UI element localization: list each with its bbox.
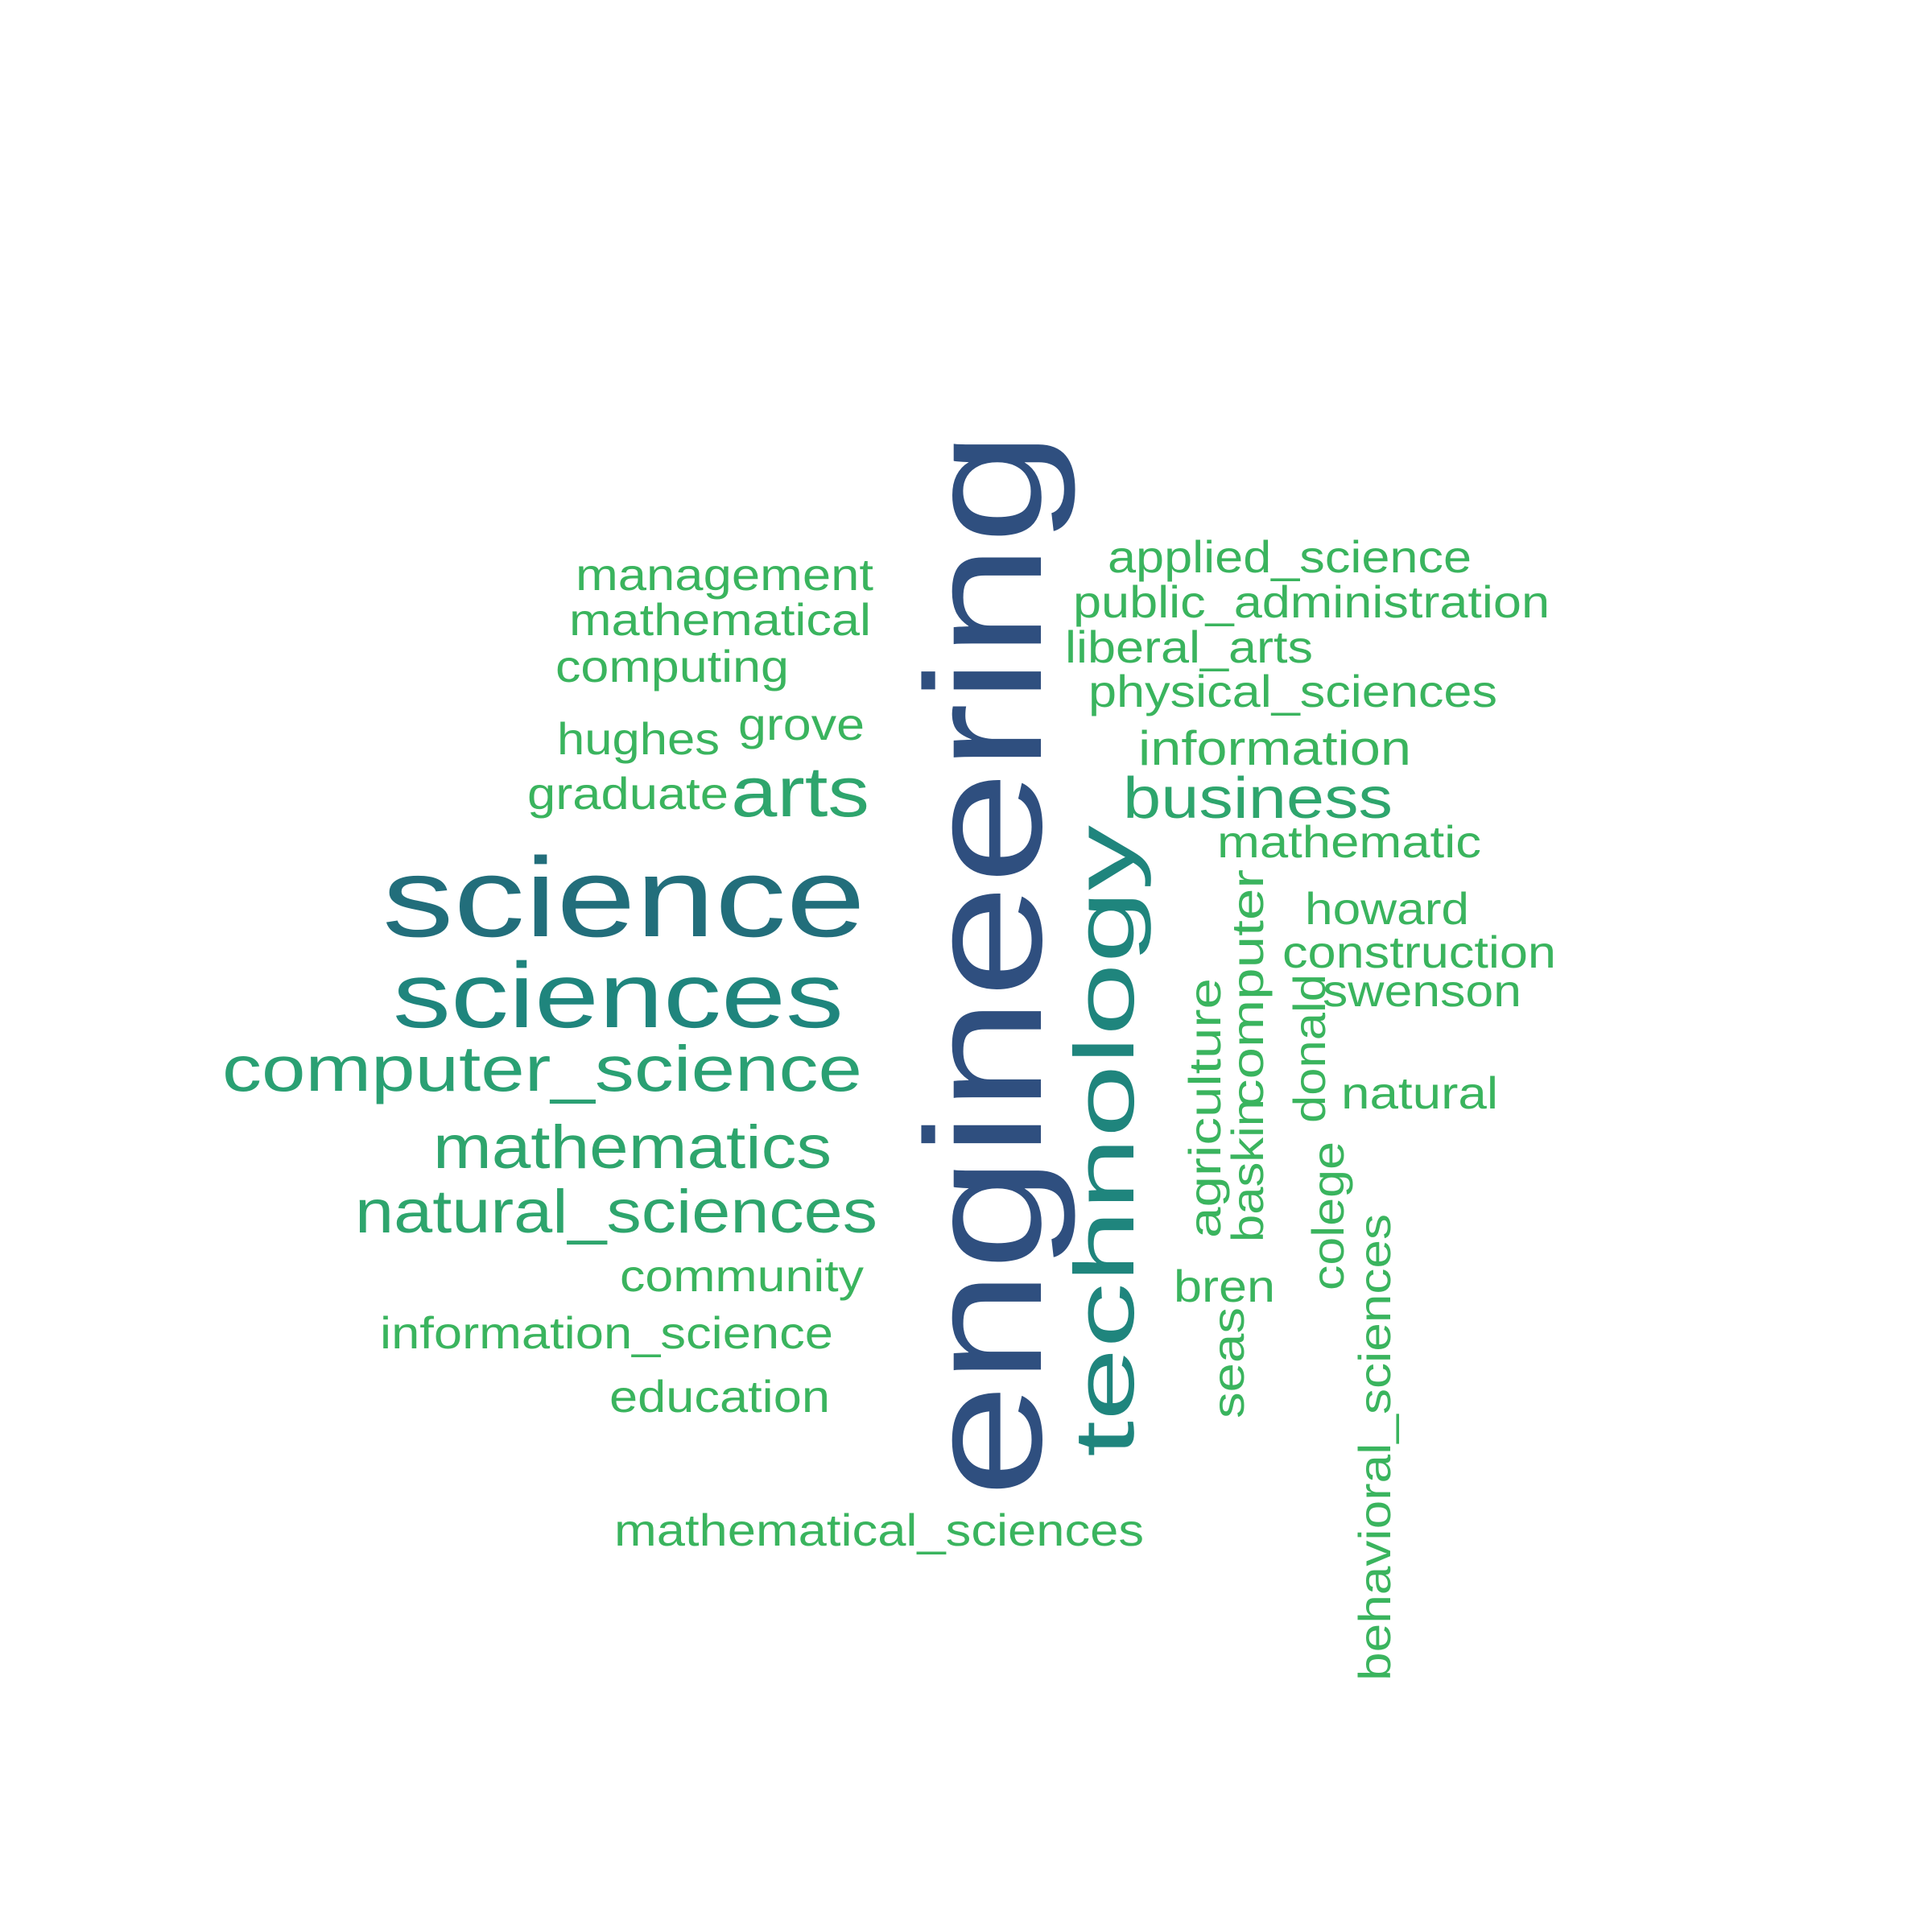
word-computing: computing [555,641,789,691]
word-swenson: swenson [1323,965,1521,1016]
word-information: information [1138,721,1411,775]
word-bren: bren [1174,1261,1275,1311]
word-arts: arts [731,752,869,832]
word-howard: howard [1305,883,1469,934]
word-mathematical: mathematical [569,594,871,645]
word-seas: seas [1203,1307,1253,1418]
word-mathematical-sciences: mathematical_sciences [614,1505,1144,1555]
word-colege: colege [1302,1141,1353,1290]
word-technology: technology [1058,825,1152,1457]
word-liberal-arts: liberal_arts [1065,621,1313,672]
word-science: science [382,834,865,960]
word-engineering: engineering [892,431,1076,1497]
word-hughes: hughes [557,713,720,764]
word-sciences: sciences [393,944,844,1047]
word-public-administration: public_administration [1073,576,1550,627]
word-natural: natural [1341,1067,1498,1118]
word-applied-science: applied_science [1108,531,1472,582]
word-management: management [576,549,873,600]
word-grove: grove [738,699,865,749]
word-community: community [620,1250,864,1301]
word-natural-sciences: natural_sciences [355,1178,877,1246]
word-business: business [1123,766,1393,831]
word-physical-sciences: physical_sciences [1088,666,1497,716]
word-graduate: graduate [527,768,729,819]
word-mathematics: mathematics [433,1113,832,1182]
word-baskin: baskin [1222,1099,1273,1242]
word-computer: computer [1222,869,1273,1108]
word-construction: construction [1282,927,1556,977]
word-education: education [609,1371,830,1422]
word-information-science: information_science [380,1307,833,1358]
word-agriculture: agriculture [1179,978,1230,1238]
word-mathematic: mathematic [1217,816,1481,867]
word-behavioral-sciences: behavioral_sciences [1349,1214,1400,1681]
word-computer-science: computer_science [222,1033,862,1104]
word-donald: donald [1284,974,1335,1123]
